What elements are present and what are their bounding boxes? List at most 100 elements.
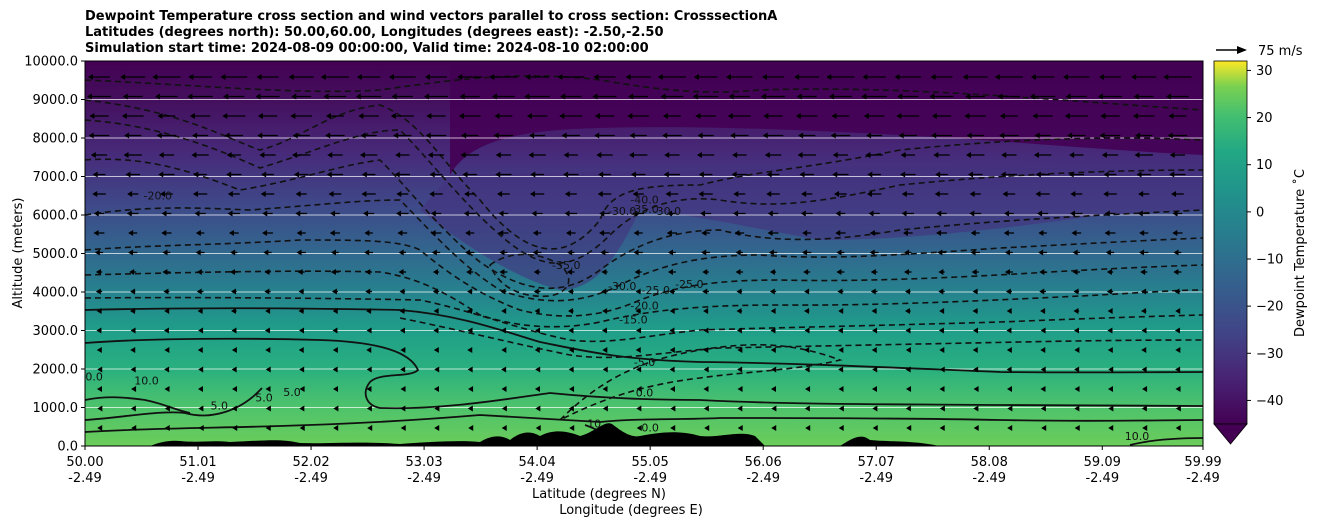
wind-vector	[869, 230, 879, 236]
wind-vector	[567, 308, 574, 314]
wind-vector	[501, 425, 507, 431]
wind-vector	[1037, 210, 1049, 217]
wind-vector	[703, 308, 709, 314]
wind-vector	[92, 191, 106, 197]
colorbar-tick-label: −20	[1256, 300, 1283, 315]
wind-vector	[361, 191, 376, 197]
colorbar-ramp	[1213, 60, 1248, 425]
wind-vector	[400, 425, 406, 431]
wind-vector	[629, 132, 647, 139]
wind-vector	[533, 288, 541, 295]
wind-vector	[458, 113, 481, 119]
wind-vector	[260, 191, 275, 197]
wind-vector	[831, 113, 850, 119]
colorbar-tick-label: 10	[1256, 158, 1273, 173]
x-tick-label-latitude: 53.03	[405, 455, 442, 470]
wind-vector	[735, 249, 743, 256]
wind-vector	[535, 327, 541, 334]
y-tick-label: 1000.0	[33, 401, 79, 416]
colorbar-extend-min	[1213, 423, 1248, 445]
wind-vector	[971, 269, 979, 275]
wind-vector	[872, 405, 878, 412]
wind-vector	[836, 249, 845, 256]
wind-vector	[125, 171, 140, 178]
wind-vector	[801, 191, 813, 197]
wind-vector	[128, 230, 138, 236]
wind-vector	[1104, 210, 1116, 217]
wind-vector	[1141, 288, 1147, 295]
chart-title-line-3: Simulation start time: 2024-08-09 00:00:…	[85, 41, 649, 56]
wind-vector	[1062, 74, 1090, 80]
contour-labels: -40.0-35.0-30.0-30.0-35.0-30.0 -25.0 -25.0…	[85, 190, 1149, 444]
wind-vector	[534, 308, 540, 314]
wind-vector	[1174, 288, 1181, 295]
wind-vector	[231, 347, 237, 353]
wind-vector	[1004, 269, 1013, 275]
wind-vector	[93, 210, 105, 217]
terrain	[85, 423, 1203, 446]
wind-vector	[1070, 210, 1083, 217]
contour-label: 10.0	[134, 374, 159, 387]
wind-vector	[265, 386, 271, 392]
wind-vector	[262, 230, 273, 236]
x-tick-label-latitude: 52.02	[292, 455, 329, 470]
wind-vector	[1029, 93, 1056, 100]
contour-label: 5.0	[283, 386, 301, 399]
wind-vector	[1041, 425, 1047, 431]
wind-vector	[468, 386, 474, 392]
wind-vector	[525, 74, 549, 80]
wind-vector	[187, 93, 213, 100]
wind-vector	[327, 152, 343, 158]
wind-vector	[629, 152, 648, 158]
wind-vector	[1103, 191, 1117, 197]
x-tick-label-longitude: -2.49	[520, 471, 554, 486]
wind-vector	[861, 93, 887, 100]
wind-vector	[872, 327, 878, 334]
wind-vector	[296, 230, 306, 236]
wind-vector	[602, 347, 608, 353]
wind-vector	[1073, 327, 1079, 334]
wind-vector	[936, 230, 947, 236]
wind-vector	[567, 288, 574, 295]
wind-vector	[1134, 152, 1153, 158]
wind-vector	[564, 191, 577, 197]
wind-vector	[531, 210, 543, 217]
wind-vector	[390, 113, 414, 119]
wind-vector	[396, 210, 409, 217]
contour-label: 5.0	[211, 399, 229, 412]
wind-vector	[1142, 425, 1148, 431]
wind-vector	[297, 269, 305, 275]
wind-vector	[332, 327, 338, 334]
wind-vector	[533, 269, 541, 275]
wind-vector	[195, 249, 205, 256]
x-axis-label-latitude: Latitude (degrees N)	[532, 487, 666, 502]
wind-vector	[701, 230, 710, 236]
x-tick-label-longitude: -2.49	[633, 471, 667, 486]
wind-vector	[597, 191, 612, 197]
wind-vector	[358, 113, 379, 119]
wind-vector	[731, 171, 747, 178]
wind-vector	[1032, 113, 1053, 119]
wind-vector	[198, 366, 204, 373]
wind-vector	[1108, 405, 1114, 412]
wind-vector	[1065, 93, 1087, 100]
wind-vector	[366, 366, 372, 373]
wind-vector	[121, 113, 144, 119]
wind-vector	[89, 113, 109, 119]
wind-vector	[530, 171, 544, 178]
wind-vector	[997, 93, 1021, 100]
wind-vector	[231, 405, 237, 412]
contour-label: 10	[587, 418, 601, 431]
wind-vector	[800, 210, 813, 217]
wind-vector	[804, 308, 810, 314]
wind-vector	[931, 132, 952, 139]
x-tick-label-latitude: 59.99	[1184, 455, 1221, 470]
wind-vector	[766, 191, 780, 197]
wind-vector	[559, 113, 583, 119]
wind-vector	[425, 132, 447, 139]
wind-vector	[330, 210, 340, 217]
contour-label: -30.0	[608, 205, 636, 218]
wind-vector	[667, 269, 676, 275]
wind-vector	[96, 327, 102, 334]
chart-title-line-2: Latitudes (degrees north): 50.00,60.00, …	[85, 25, 664, 40]
